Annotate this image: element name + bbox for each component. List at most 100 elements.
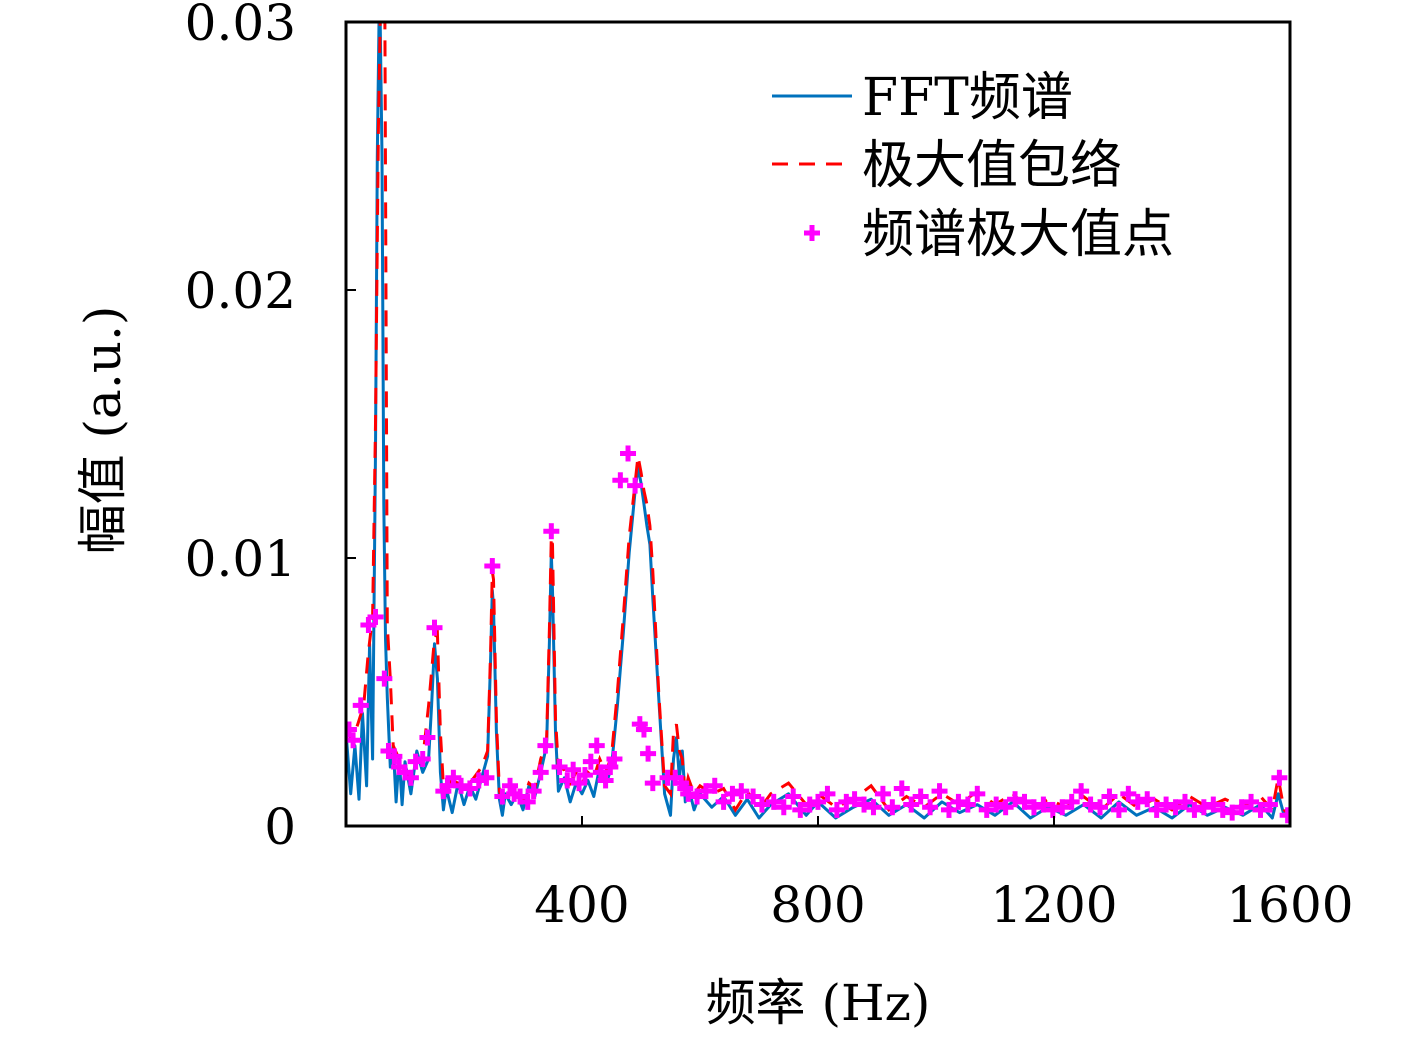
y-axis-label: 幅值 (a.u.) — [74, 306, 132, 555]
peak-marker — [775, 799, 792, 816]
peak-marker — [1158, 796, 1175, 813]
peak-marker — [419, 729, 436, 746]
peak-marker — [1205, 796, 1222, 813]
series-layer — [346, 22, 1290, 824]
peak-marker — [1195, 799, 1212, 816]
peak-marker — [565, 761, 582, 778]
peak-marker — [1176, 793, 1193, 810]
peak-marker — [753, 796, 770, 813]
peak-marker — [376, 670, 393, 687]
peak-marker — [680, 785, 697, 802]
peak-marker — [978, 801, 995, 818]
peak-marker — [461, 780, 478, 797]
peak-marker — [571, 775, 588, 792]
y-tick-label: 0 — [264, 798, 296, 856]
peak-marker — [1063, 793, 1080, 810]
peak-marker — [532, 764, 549, 781]
peak-marker — [715, 793, 732, 810]
peak-marker — [1092, 799, 1109, 816]
peak-marker — [1101, 788, 1118, 805]
peak-marker — [838, 793, 855, 810]
peak-marker — [950, 793, 967, 810]
peak-marker — [602, 759, 619, 776]
peak-marker — [1148, 801, 1165, 818]
peak-marker — [627, 477, 644, 494]
peak-marker — [576, 767, 593, 784]
peak-marker — [1271, 769, 1288, 786]
peak-marker — [367, 608, 384, 625]
peak-marker — [940, 801, 957, 818]
peak-marker — [592, 764, 609, 781]
peak-marker — [903, 796, 920, 813]
peak-marker — [706, 777, 723, 794]
peak-marker — [733, 783, 750, 800]
peak-marker — [1044, 801, 1061, 818]
x-tick-label: 800 — [770, 876, 865, 934]
peak-marker — [1054, 799, 1071, 816]
peak-marker — [502, 777, 519, 794]
peak-marker — [1073, 783, 1090, 800]
y-tick-label: 0.02 — [185, 262, 296, 320]
peak-marker — [346, 721, 357, 738]
peak-marker — [543, 523, 560, 540]
legend-swatch-peaks — [804, 225, 820, 241]
y-tick-label: 0.01 — [185, 530, 296, 588]
peak-marker — [969, 785, 986, 802]
peak-marker — [846, 791, 863, 808]
peak-marker — [1120, 785, 1137, 802]
peak-marker — [1252, 801, 1269, 818]
legend-label-envelope: 极大值包络 — [862, 136, 1122, 196]
peak-marker — [785, 788, 802, 805]
peak-marker — [1007, 791, 1024, 808]
peak-marker — [519, 793, 536, 810]
peak-marker — [988, 796, 1005, 813]
peak-marker — [1082, 796, 1099, 813]
peak-marker — [414, 751, 431, 767]
legend-label-peaks: 频谱极大值点 — [862, 205, 1174, 265]
peak-marker — [635, 721, 652, 738]
peak-marker — [1035, 796, 1052, 813]
legend-label-fft: FFT频谱 — [862, 68, 1073, 128]
peak-marker — [997, 799, 1014, 816]
peak-marker — [494, 788, 511, 805]
peak-marker — [582, 753, 599, 770]
peak-marker — [697, 783, 714, 800]
peak-marker — [792, 801, 809, 818]
peak-marker — [1139, 791, 1156, 808]
peak-marker — [1186, 801, 1203, 818]
peak-marker — [884, 799, 901, 816]
peak-marker — [689, 788, 706, 805]
peak-marker — [612, 472, 629, 489]
peak-marker — [856, 796, 873, 813]
peak-marker — [551, 759, 568, 776]
peak-marker — [445, 769, 462, 786]
ticks-layer: 400 800 1200 1600 0 0.01 0.02 0.03 — [185, 0, 1354, 934]
peak-marker — [559, 772, 576, 789]
x-tick-label: 400 — [534, 876, 629, 934]
peak-marker — [1243, 793, 1260, 810]
peak-marker — [912, 788, 929, 805]
peak-marker — [1167, 799, 1184, 816]
peak-marker — [765, 793, 782, 810]
peak-marker — [1233, 799, 1250, 816]
peak-marker — [588, 737, 605, 754]
peak-marker — [931, 783, 948, 800]
peak-marker — [597, 772, 614, 789]
peak-marker — [865, 799, 882, 816]
x-tick-label: 1200 — [990, 876, 1117, 934]
peak-marker — [606, 751, 623, 767]
peak-marker — [874, 785, 891, 802]
peak-marker — [893, 780, 910, 797]
peak-marker — [810, 793, 826, 810]
peak-marker — [644, 775, 661, 792]
peak-marker — [640, 745, 657, 762]
peak-marker — [1261, 796, 1278, 813]
peak-marker — [724, 785, 741, 802]
peak-marker — [360, 617, 377, 633]
peak-marker — [959, 796, 976, 813]
x-tick-label: 1600 — [1226, 876, 1353, 934]
y-tick-label: 0.03 — [185, 0, 296, 52]
legend: FFT频谱 极大值包络 频谱极大值点 — [772, 68, 1174, 265]
